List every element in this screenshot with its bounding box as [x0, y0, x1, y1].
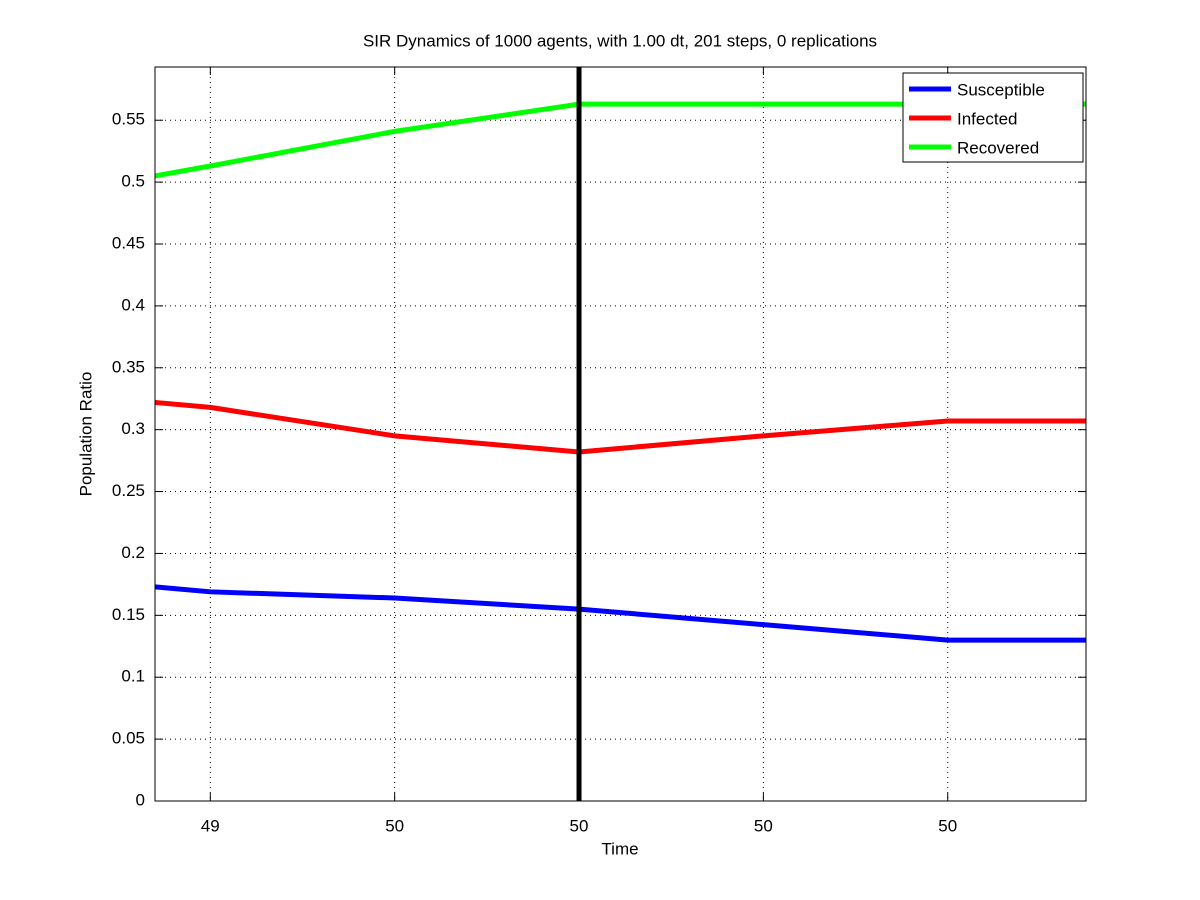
x-axis-label: Time: [601, 839, 638, 858]
y-axis-label: Population Ratio: [76, 372, 95, 497]
x-tick-label: 49: [201, 816, 220, 835]
y-tick-label: 0.45: [112, 233, 145, 252]
y-tick-label: 0.05: [112, 729, 145, 748]
y-tick-label: 0.5: [121, 172, 145, 191]
y-tick-label: 0.55: [112, 110, 145, 129]
y-tick-label: 0.25: [112, 481, 145, 500]
legend-label: Susceptible: [957, 80, 1045, 99]
y-tick-label: 0.35: [112, 357, 145, 376]
x-tick-label: 50: [938, 816, 957, 835]
legend-label: Infected: [957, 109, 1018, 128]
y-tick-label: 0.15: [112, 605, 145, 624]
y-tick-label: 0.4: [121, 295, 145, 314]
y-tick-label: 0: [136, 790, 145, 809]
x-tick-label: 50: [754, 816, 773, 835]
y-tick-label: 0.3: [121, 419, 145, 438]
chart-title: SIR Dynamics of 1000 agents, with 1.00 d…: [363, 31, 877, 50]
plot-frame: [154, 66, 1087, 802]
x-tick-label: 50: [385, 816, 404, 835]
legend-label: Recovered: [957, 138, 1039, 157]
x-tick-label: 50: [570, 816, 589, 835]
y-tick-label: 0.2: [121, 543, 145, 562]
y-tick-label: 0.1: [121, 667, 145, 686]
